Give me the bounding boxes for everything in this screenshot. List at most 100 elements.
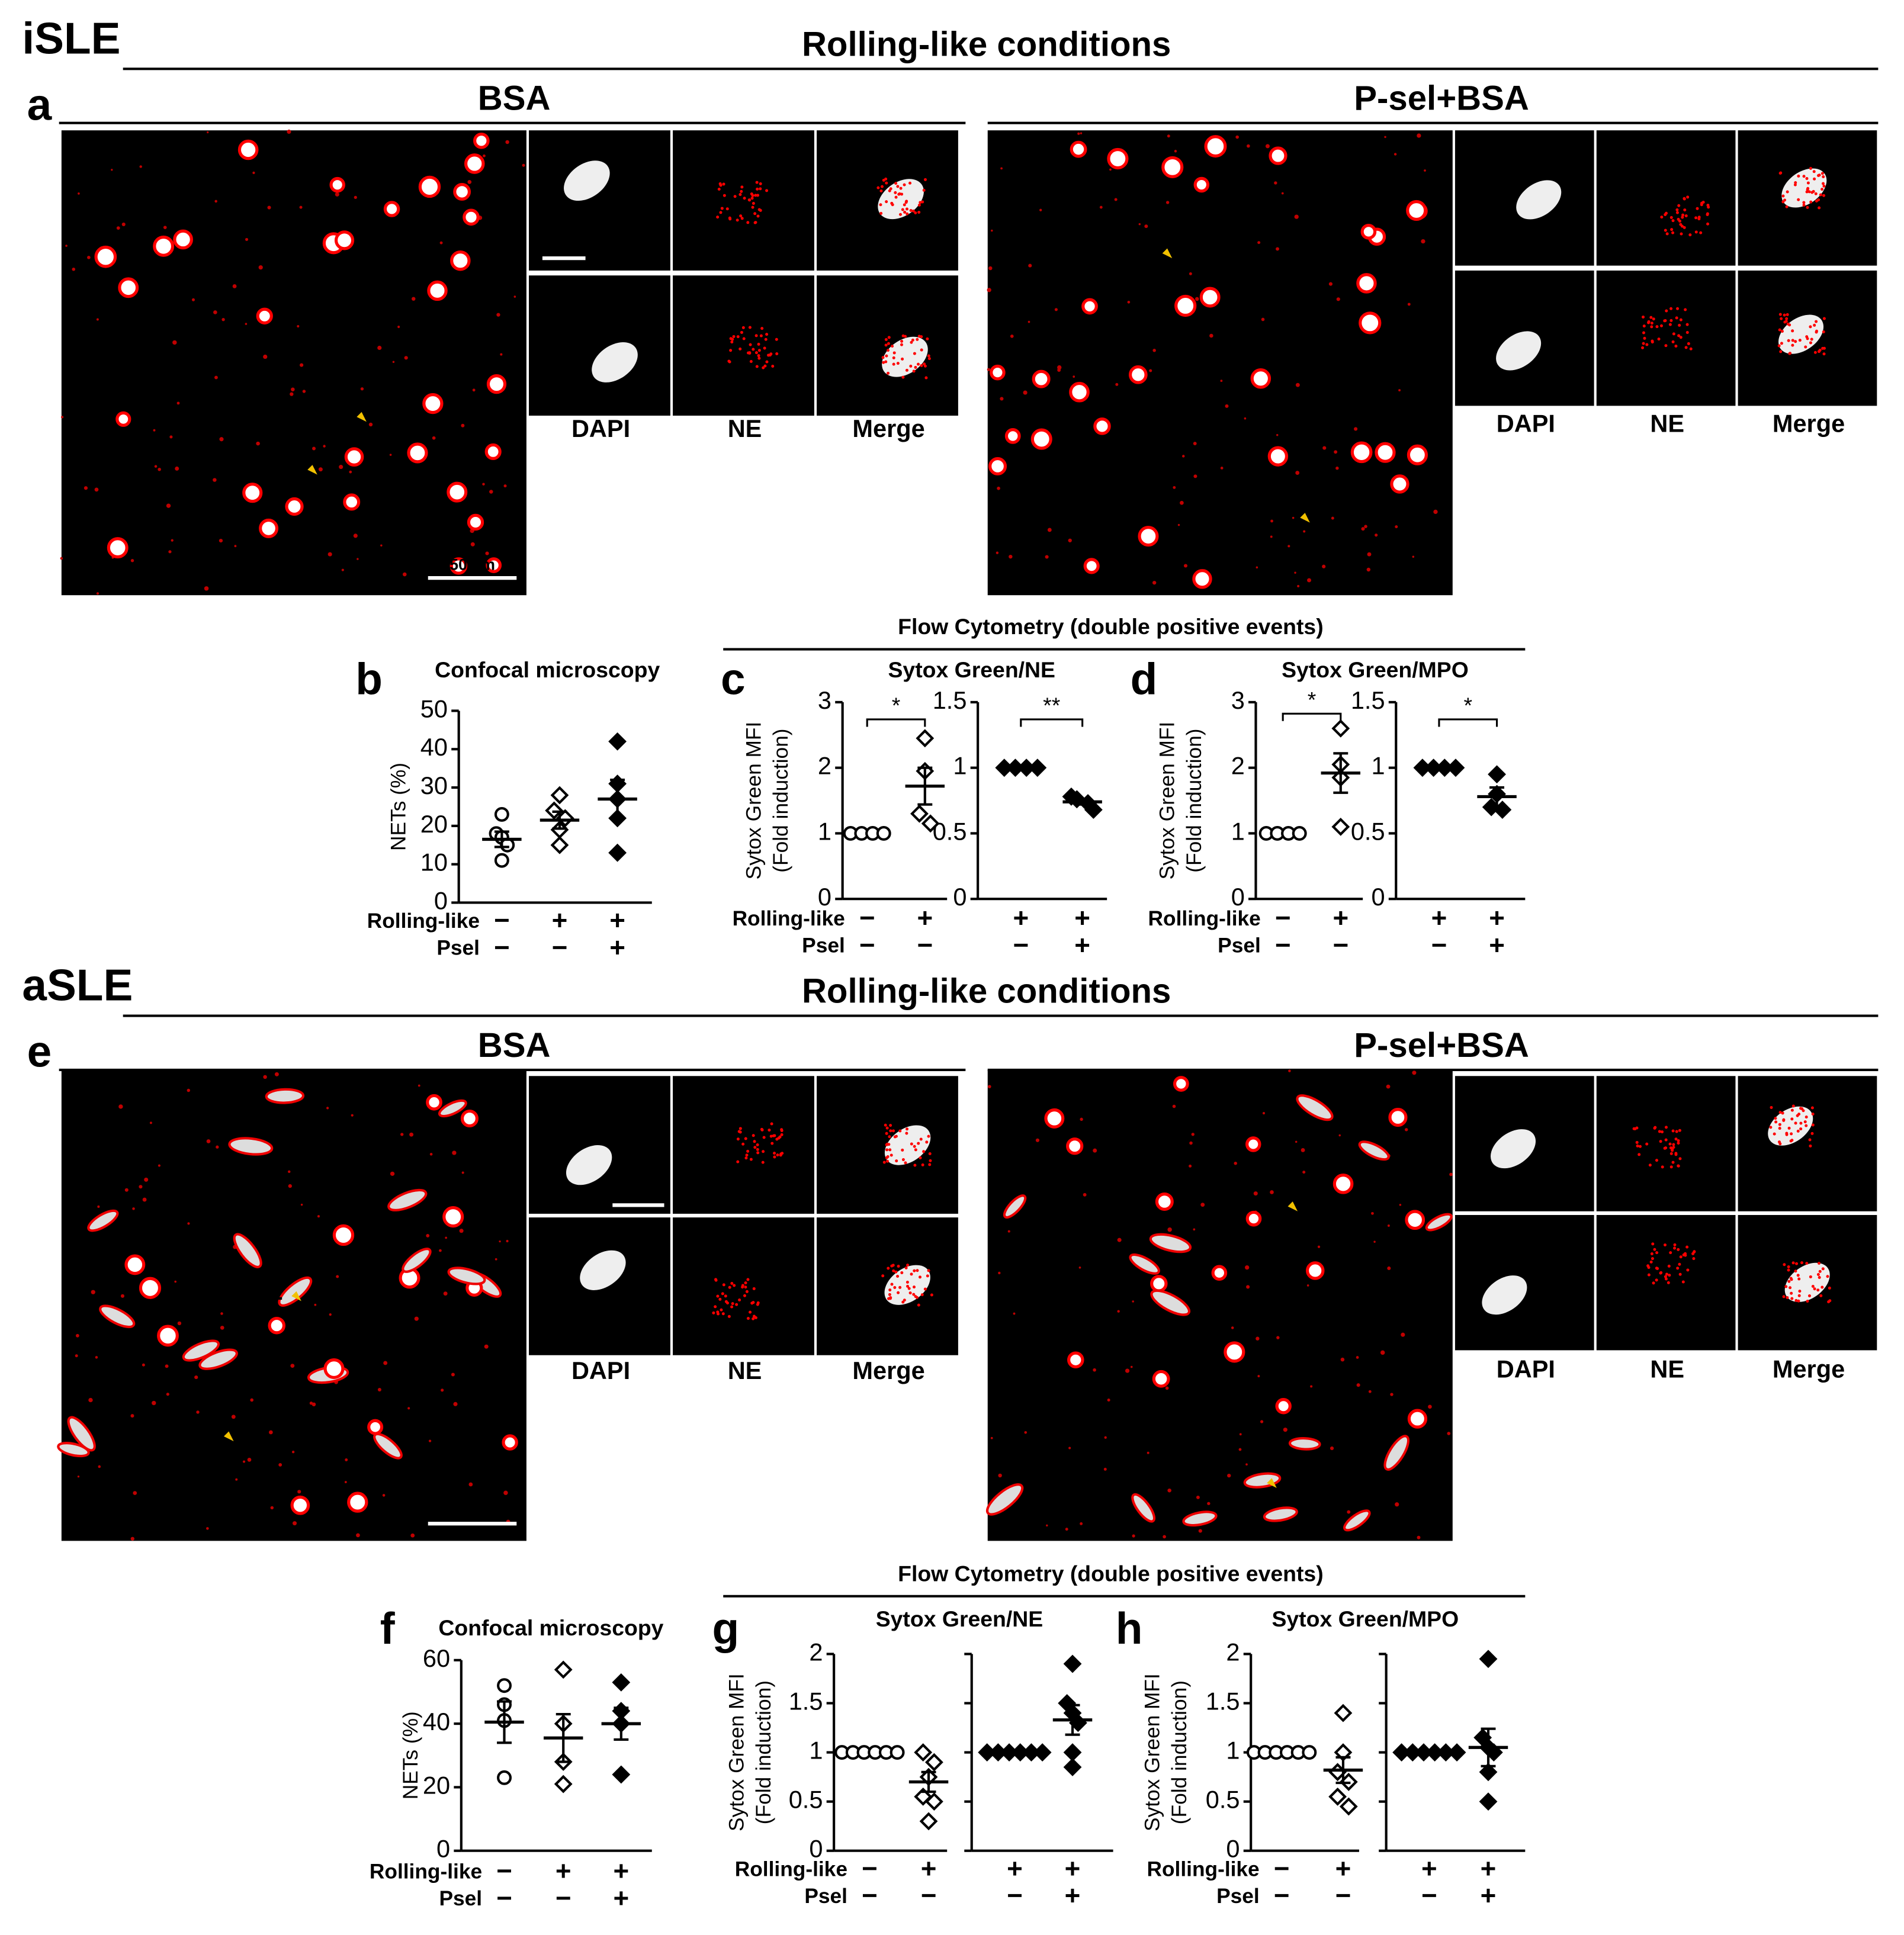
chart-title: Confocal microscopy [435, 657, 660, 682]
ne-speck [1659, 324, 1663, 327]
ne-speck [1777, 1140, 1781, 1144]
ne-speck [1790, 1291, 1793, 1295]
cell [1032, 369, 1051, 388]
ne-speck [1820, 188, 1824, 191]
ne-speck [169, 435, 173, 439]
ne-speck [721, 1312, 725, 1316]
ne-speck [1306, 578, 1312, 583]
y-tick-label: 50 [420, 695, 448, 722]
ne-speck [908, 181, 912, 185]
ne-speck [756, 1151, 760, 1155]
data-point [910, 804, 929, 823]
inset-number: 1 [1461, 1079, 1473, 1104]
inset [1596, 1214, 1736, 1351]
cell [153, 235, 175, 257]
ne-speck [1699, 231, 1703, 234]
ne-speck [922, 1150, 926, 1153]
ne-speck [1814, 192, 1818, 195]
ne-speck [87, 256, 91, 259]
condition-sign: − [862, 1853, 878, 1883]
row-label: Rolling-like [733, 907, 845, 930]
ne-speck [1646, 1264, 1650, 1268]
significance-label: ** [1043, 693, 1060, 718]
significance-label: * [1463, 693, 1472, 718]
ne-speck [1635, 1140, 1639, 1144]
ne-speck [1193, 474, 1197, 478]
cell [1784, 1262, 1830, 1302]
ne-speck [1356, 1356, 1359, 1359]
condition-sign: − [921, 1881, 937, 1911]
ne-speck [1804, 345, 1807, 349]
ne-speck [1777, 344, 1781, 348]
ne-speck [754, 194, 757, 197]
cell [1306, 1261, 1325, 1280]
cell [1070, 140, 1087, 158]
ne-speck [288, 1184, 292, 1188]
ne-speck [522, 163, 525, 167]
ne-speck [1207, 1502, 1211, 1505]
ne-speck [892, 351, 896, 355]
ne-speck [1270, 1190, 1274, 1194]
cell [1383, 1435, 1410, 1471]
ne-speck [739, 1127, 742, 1130]
ne-speck [739, 347, 742, 351]
arrowhead [307, 465, 317, 475]
ne-speck [881, 356, 885, 359]
ne-speck [1780, 330, 1784, 333]
ne-speck [720, 1308, 723, 1312]
ne-speck [290, 392, 294, 396]
ne-speck [914, 365, 917, 369]
cell [1263, 1506, 1298, 1522]
ne-speck [1809, 166, 1812, 170]
ne-speck [738, 1298, 741, 1302]
ne-speck [65, 245, 68, 247]
cell [383, 201, 400, 217]
cell [1350, 441, 1373, 464]
ne-speck [242, 1460, 246, 1463]
condition-sign: + [1065, 1881, 1081, 1911]
ne-speck [1401, 1332, 1405, 1337]
ne-speck [263, 354, 268, 359]
ne-speck [1301, 1148, 1305, 1152]
inset [673, 275, 814, 416]
ne-speck [1262, 1112, 1266, 1115]
row-label: Psel [1216, 1885, 1260, 1908]
ne-speck [133, 1491, 137, 1495]
ne-speck [887, 371, 890, 375]
ne-speck [1167, 1488, 1171, 1493]
ne-speck [908, 1291, 912, 1295]
ne-speck [1354, 427, 1358, 431]
ne-speck [323, 445, 326, 448]
ne-speck [441, 1388, 444, 1392]
cell [323, 1358, 345, 1380]
cell [990, 364, 1006, 381]
ne-speck [910, 1272, 913, 1276]
cell [124, 1254, 146, 1275]
ne-speck [1104, 1436, 1107, 1439]
ne-speck [987, 288, 991, 292]
ne-speck [1667, 1281, 1670, 1284]
ne-speck [1674, 1152, 1678, 1155]
ne-speck [889, 1124, 892, 1127]
ne-speck [1810, 1132, 1814, 1135]
ne-speck [919, 1275, 922, 1279]
ne-speck [898, 192, 901, 195]
ne-speck [1288, 1069, 1291, 1072]
ne-speck [1245, 1463, 1248, 1466]
ne-speck [247, 1458, 252, 1462]
y-tick-label: 0 [1371, 883, 1385, 911]
ne-speck [1787, 1268, 1790, 1272]
cell [449, 557, 468, 575]
ne-speck [1107, 1398, 1110, 1402]
y-tick-label: 1 [1226, 1737, 1240, 1764]
ne-speck [894, 182, 898, 185]
ne-speck [736, 1160, 740, 1163]
ne-speck [1687, 342, 1690, 345]
condition-sign: − [1274, 1853, 1290, 1883]
arrow-label: 1 [1144, 229, 1156, 254]
ne-speck [1191, 1133, 1195, 1136]
ne-speck [1823, 346, 1826, 350]
cell [1004, 428, 1021, 444]
error-bar [921, 1770, 936, 1793]
ne-speck [727, 1314, 731, 1318]
